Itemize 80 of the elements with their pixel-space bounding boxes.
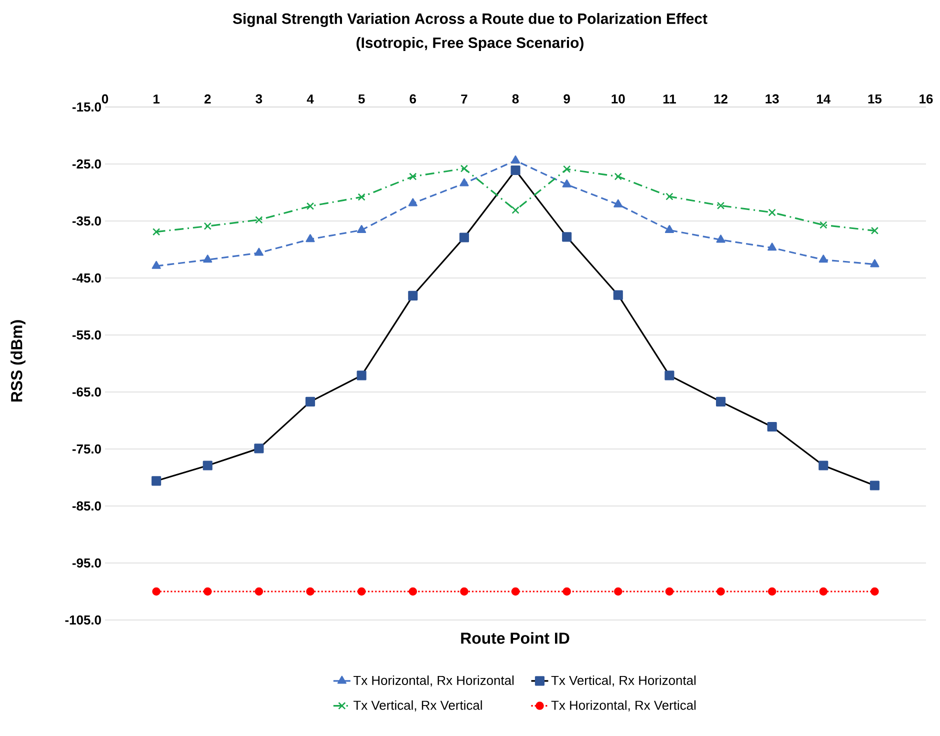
point [768,208,776,216]
x-tick-label: 5 [358,94,365,104]
x-tick-label: 13 [766,94,779,104]
point [870,587,879,596]
point [818,254,828,263]
chart-subtitle: (Isotropic, Free Space Scenario) [356,37,584,51]
point [152,228,160,236]
x-tick-label: 11 [663,94,676,104]
y-tick-label: -15.0 [72,102,101,112]
point [409,172,417,180]
x-tick-label: 12 [714,94,728,104]
point [819,587,828,596]
x-tick-label: 9 [564,94,570,104]
x-tick-label: 7 [461,94,468,104]
point [357,224,366,234]
x-tick-label: 4 [306,94,314,104]
point [152,587,160,596]
point [563,165,571,173]
point [152,260,161,269]
point [460,178,469,186]
point [820,221,828,229]
point [870,259,880,268]
x-tick-label: 14 [816,94,831,104]
point [666,192,674,200]
y-tick-label: -75.0 [72,444,101,454]
legend-label: Tx Horizontal, Rx Horizontal [354,675,514,687]
x-tick-label: 6 [410,94,416,104]
point [562,587,571,596]
x-tick-label: 2 [204,94,211,104]
y-tick-label: -85.0 [72,501,101,511]
point [254,587,264,596]
point [511,587,520,596]
chart-title: Signal Strength Variation Across a Route due to Polarization Effect [232,12,708,27]
point [408,587,418,596]
point [203,254,212,263]
point [614,172,622,180]
point [614,587,622,596]
y-tick-label: -25.0 [72,159,101,169]
point [665,587,674,596]
x-axis-title: Route Point ID [461,632,570,644]
x-tick-label: 1 [154,94,160,104]
point [716,202,725,210]
legend-label: Tx Vertical, Rx Horizontal [551,675,696,687]
point [408,198,418,206]
point [255,216,263,224]
point [357,587,366,596]
x-tick-label: 3 [256,94,262,104]
point [306,234,315,242]
point [614,199,623,208]
y-tick-label: -55.0 [72,330,101,340]
y-tick-label: -105.0 [65,615,101,625]
point [204,587,212,596]
point [716,587,725,596]
y-tick-label: -95.0 [72,558,101,568]
x-tick-label: 0 [102,94,108,104]
y-tick-label: -65.0 [72,387,101,397]
legend-label: Tx Horizontal, Rx Vertical [551,700,696,712]
point [510,155,520,164]
legend-label: Tx Vertical, Rx Vertical [354,700,482,712]
y-tick-label: -35.0 [72,216,101,226]
x-tick-label: 8 [512,94,519,104]
point [768,242,777,251]
point [716,234,726,243]
point [512,206,520,214]
point [460,164,468,172]
point [358,193,366,201]
point [664,224,674,234]
x-tick-label: 16 [920,94,933,104]
x-tick-label: 15 [868,94,882,104]
y-tick-label: -45.0 [72,273,101,283]
point [254,248,264,256]
point [562,179,572,188]
y-axis-title: RSS (dBm) [10,320,26,402]
point [306,202,314,210]
point [204,222,212,230]
point [768,587,776,596]
point [870,226,879,234]
x-tick-label: 10 [612,94,625,104]
point [460,587,468,596]
point [306,587,314,596]
